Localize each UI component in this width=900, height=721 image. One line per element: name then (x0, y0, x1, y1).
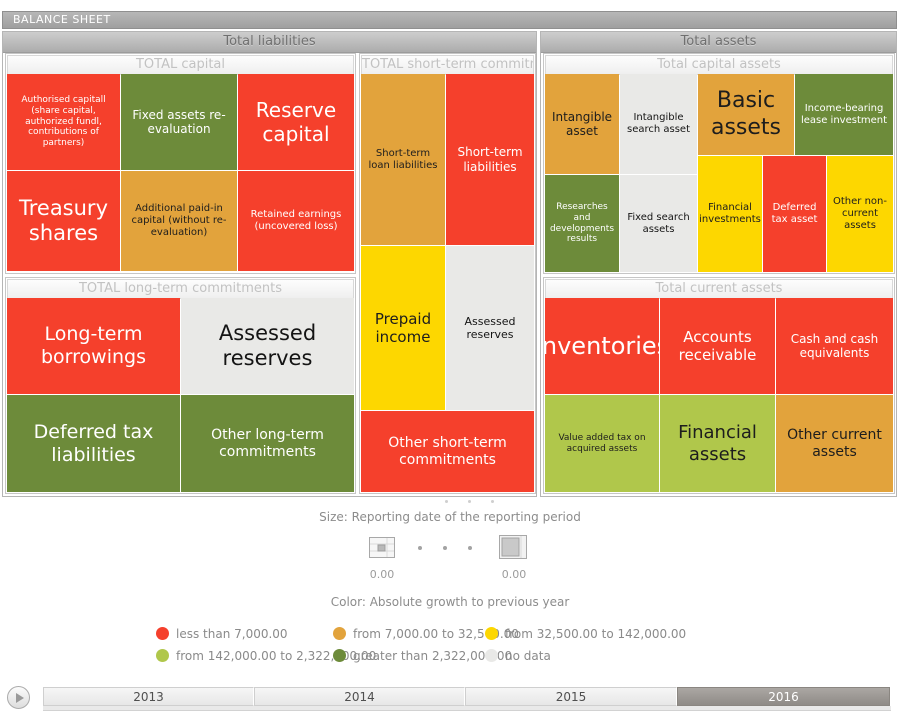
splitter-handle[interactable] (445, 500, 494, 503)
tile-deferred-tax-asset[interactable]: Deferred tax asset (763, 156, 826, 272)
legend-item-red: less than 7,000.00 (156, 626, 288, 641)
group-header-total-current-assets[interactable]: Total current assets (545, 279, 893, 299)
play-button[interactable] (7, 686, 30, 709)
timeline-year-2015[interactable]: 2015 (465, 687, 677, 706)
tile-authorised-capital[interactable]: Authorised capitall (share capital, auth… (7, 74, 120, 170)
tile-accounts-receivable[interactable]: Accounts receivable (660, 298, 775, 394)
size-scale-dot-icon (443, 546, 447, 550)
legend-label: less than 7,000.00 (176, 626, 288, 641)
size-scale-dot-icon (418, 546, 422, 550)
small-treemap-icon (369, 537, 395, 558)
legend-item-orange: from 7,000.00 to 32,500.00 (333, 626, 519, 641)
tile-short-term-loan-liabilities[interactable]: Short-term loan liabilities (361, 74, 445, 245)
legend-label: from 32,500.00 to 142,000.00 (505, 626, 687, 641)
legend-orange-dot-icon (333, 627, 346, 640)
size-min-value: 0.00 (369, 568, 395, 581)
tile-prepaid-income[interactable]: Prepaid income (361, 246, 445, 410)
timeline-year-2014[interactable]: 2014 (254, 687, 465, 706)
tile-deferred-tax-liabilities[interactable]: Deferred tax liabilities (7, 395, 180, 492)
tile-fixed-search-assets[interactable]: Fixed search assets (620, 175, 697, 272)
legend-red-dot-icon (156, 627, 169, 640)
legend-item-no-data: no data (485, 648, 551, 663)
size-legend-title: Size: Reporting date of the reporting pe… (319, 510, 581, 524)
group-header-total-short-term-commitments[interactable]: TOTAL short-term commitm... (361, 55, 534, 75)
tile-reserve-capital[interactable]: Reserve capital (238, 74, 354, 170)
color-legend-title: Color: Absolute growth to previous year (330, 595, 570, 609)
tile-assessed-reserves-long-term[interactable]: Assessed reserves (181, 298, 354, 394)
legend-label: greater than 2,322,000.00 (353, 648, 513, 663)
legend-item-dark-green: greater than 2,322,000.00 (333, 648, 512, 663)
tile-treasury-shares[interactable]: Treasury shares (7, 171, 120, 271)
tile-other-long-term-commitments[interactable]: Other long-term commitments (181, 395, 354, 492)
play-icon (15, 692, 24, 703)
handle-dot-icon (491, 500, 494, 503)
tile-retained-earnings[interactable]: Retained earnings (uncovered loss) (238, 171, 354, 271)
tile-inventories[interactable]: Inventories (545, 298, 659, 394)
size-max-value: 0.00 (501, 568, 527, 581)
tile-assessed-reserves-short-term[interactable]: Assessed reserves (446, 246, 534, 410)
tile-researches-and-developments-results[interactable]: Researches and developments results (545, 175, 619, 272)
legend-yellow-dot-icon (485, 627, 498, 640)
tile-other-short-term-commitments[interactable]: Other short-term commitments (361, 411, 534, 492)
tile-cash-and-cash-equivalents[interactable]: Cash and cash equivalents (776, 298, 893, 394)
legend-item-light-green: from 142,000.00 to 2,322,000.00 (156, 648, 376, 663)
legend-label: from 142,000.00 to 2,322,000.00 (176, 648, 377, 663)
timeline-year-2016[interactable]: 2016 (677, 687, 890, 706)
tile-additional-paid-in-capital[interactable]: Additional paid-in capital (without re-e… (121, 171, 237, 271)
page-title: BALANCE SHEET (2, 11, 897, 29)
legend-label: no data (505, 648, 551, 663)
tile-basic-assets[interactable]: Basic assets (698, 74, 794, 155)
tile-financial-investments[interactable]: Financial investments (698, 156, 762, 272)
legend-dark-green-dot-icon (333, 649, 346, 662)
timeline-track (43, 706, 891, 711)
panel-header-total-assets[interactable]: Total assets (541, 32, 896, 53)
tile-intangible-search-asset[interactable]: Intangible search asset (620, 74, 697, 174)
size-scale-dot-icon (468, 546, 472, 550)
handle-dot-icon (445, 500, 448, 503)
group-header-total-capital[interactable]: TOTAL capital (7, 55, 354, 75)
handle-dot-icon (468, 500, 471, 503)
tile-value-added-tax-on-acquired-assets[interactable]: Value added tax on acquired assets (545, 395, 659, 492)
tile-intangible-asset[interactable]: Intangible asset (545, 74, 619, 174)
group-header-total-capital-assets[interactable]: Total capital assets (545, 55, 893, 75)
tile-financial-assets[interactable]: Financial assets (660, 395, 775, 492)
legend-light-green-dot-icon (156, 649, 169, 662)
panel-header-total-liabilities[interactable]: Total liabilities (3, 32, 536, 53)
tile-long-term-borrowings[interactable]: Long-term borrowings (7, 298, 180, 394)
tile-other-non-current-assets[interactable]: Other non-current assets (827, 156, 893, 272)
legend-label: from 7,000.00 to 32,500.00 (353, 626, 519, 641)
group-header-total-long-term-commitments[interactable]: TOTAL long-term commitments (7, 279, 354, 299)
timeline-year-2013[interactable]: 2013 (43, 687, 254, 706)
large-treemap-icon (499, 535, 527, 559)
legend-item-yellow: from 32,500.00 to 142,000.00 (485, 626, 686, 641)
legend-no-data-dot-icon (485, 649, 498, 662)
tile-other-current-assets[interactable]: Other current assets (776, 395, 893, 492)
tile-income-bearing-lease-investment[interactable]: Income-bearing lease investment (795, 74, 893, 155)
tile-fixed-assets-re-evaluation[interactable]: Fixed assets re-evaluation (121, 74, 237, 170)
tile-short-term-liabilities[interactable]: Short-term liabilities (446, 74, 534, 245)
